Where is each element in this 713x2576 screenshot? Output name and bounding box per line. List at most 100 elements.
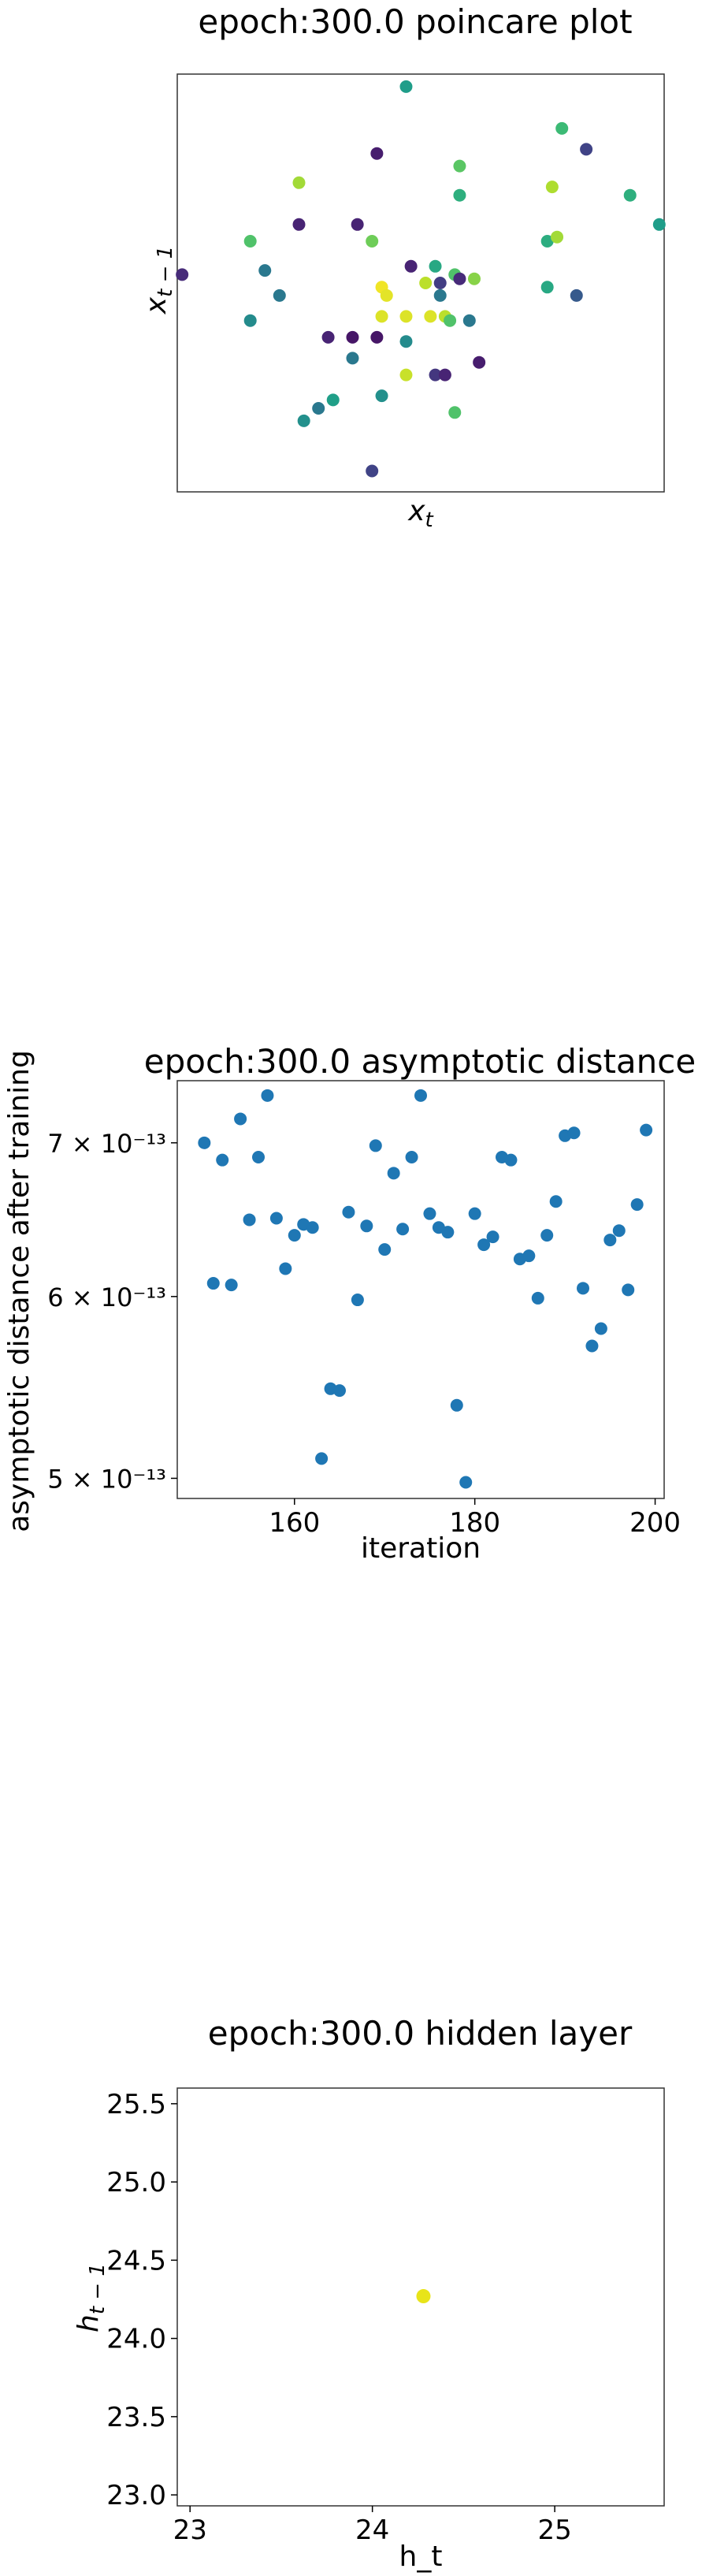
poincare-point [370, 330, 384, 344]
asymptotic-point [603, 1234, 617, 1247]
poincare-point [399, 368, 413, 382]
poincare-point [540, 235, 554, 248]
asymptotic-point [206, 1277, 220, 1290]
asymptotic-point [504, 1153, 518, 1167]
hidden-ytick-label: 25.0 [106, 2167, 166, 2198]
asymptotic-point [577, 1282, 589, 1295]
asymptotic-ylabel: asymptotic distance after training [3, 1050, 35, 1532]
asymptotic-point [585, 1339, 599, 1353]
poincare-ylabel: xt − 1 [140, 246, 177, 315]
asymptotic-plot-area [176, 1080, 665, 1499]
poincare-point [652, 218, 666, 231]
poincare-point [540, 281, 554, 294]
poincare-chart: epoch:300.0 poincare plot xt xt − 1 [140, 2, 666, 532]
hidden-ytick-label: 24.5 [106, 2245, 166, 2276]
poincare-point [312, 402, 325, 415]
asymptotic-xtick-label: 200 [629, 1507, 681, 1539]
poincare-point [399, 310, 413, 323]
hidden-layer-chart: epoch:300.0 hidden layer 23 24 2523.023.52… [72, 2014, 665, 2573]
hidden-ylabel-main: h [72, 2314, 105, 2332]
asymptotic-chart: epoch:300.0 asymptotic distance 160 180 20… [3, 1042, 696, 1565]
poincare-point [453, 188, 466, 202]
asymptotic-point [369, 1139, 382, 1152]
poincare-xlabel-sub: t [425, 508, 434, 532]
poincare-point [448, 406, 462, 419]
poincare-point [424, 310, 437, 323]
poincare-point [551, 230, 564, 244]
poincare-point [429, 259, 442, 273]
poincare-point [273, 288, 286, 302]
hidden-xtick-label: 24 [355, 2515, 389, 2546]
asymptotic-point [522, 1249, 536, 1263]
poincare-plot-area [176, 73, 665, 493]
poincare-point [580, 143, 593, 156]
asymptotic-point [269, 1212, 283, 1225]
poincare-point [370, 147, 384, 160]
asymptotic-point [243, 1213, 256, 1227]
hidden-ylabel-sub: t − 1 [86, 2263, 110, 2314]
hidden-xtick-label: 25 [537, 2515, 571, 2546]
asymptotic-point [468, 1207, 481, 1220]
asymptotic-point [387, 1167, 400, 1180]
poincare-point [326, 393, 340, 407]
asymptotic-point [360, 1219, 373, 1233]
poincare-point [292, 218, 306, 231]
hidden-xtick-label: 23 [173, 2515, 207, 2546]
poincare-point [545, 181, 559, 194]
asymptotic-point [622, 1283, 635, 1297]
hidden-ytick-label: 23.5 [106, 2402, 166, 2433]
poincare-point [473, 356, 486, 369]
asymptotic-ticks: 160 180 200 5 × 10⁻¹³ 6 × 10⁻¹³ 7 × 10⁻¹³ [47, 1129, 681, 1539]
poincare-point [297, 414, 310, 427]
asymptotic-point [486, 1230, 499, 1244]
asymptotic-point [225, 1279, 238, 1292]
asymptotic-point [450, 1398, 463, 1412]
poincare-point [243, 314, 257, 327]
poincare-point [375, 389, 388, 403]
poincare-point [292, 176, 306, 189]
asymptotic-point [594, 1322, 607, 1335]
poincare-point [176, 268, 189, 281]
asymptotic-point [216, 1153, 229, 1167]
poincare-point [399, 335, 413, 348]
asymptotic-point [234, 1112, 247, 1126]
poincare-point [433, 288, 447, 302]
poincare-point [366, 464, 379, 478]
asymptotic-point [567, 1126, 581, 1140]
asymptotic-point [351, 1294, 364, 1307]
asymptotic-point [279, 1262, 292, 1275]
poincare-point [346, 352, 359, 365]
asymptotic-points [198, 1089, 653, 1489]
asymptotic-point [315, 1452, 329, 1465]
asymptotic-point [531, 1291, 544, 1305]
hidden-points [416, 2289, 431, 2304]
poincare-title: epoch:300.0 poincare plot [198, 2, 632, 41]
asymptotic-ytick-label: 5 × 10⁻¹³ [47, 1464, 166, 1494]
asymptotic-ytick-label: 7 × 10⁻¹³ [47, 1129, 166, 1159]
asymptotic-point [477, 1238, 491, 1252]
asymptotic-point [423, 1207, 436, 1220]
poincare-point [258, 264, 272, 277]
poincare-point [462, 314, 476, 327]
poincare-point [243, 235, 257, 248]
poincare-point [404, 259, 418, 273]
poincare-point [555, 121, 569, 135]
poincare-point [321, 330, 335, 344]
asymptotic-point [549, 1195, 563, 1208]
poincare-xlabel-main: x [407, 495, 425, 527]
poincare-point [467, 272, 481, 285]
poincare-point [453, 272, 466, 285]
poincare-point [438, 368, 451, 382]
hidden-ytick-label: 25.5 [106, 2089, 166, 2120]
poincare-xlabel: xt [407, 495, 433, 532]
poincare-point [429, 368, 442, 382]
asymptotic-xlabel: iteration [361, 1532, 481, 1565]
asymptotic-xtick-label: 160 [269, 1507, 320, 1539]
asymptotic-point [378, 1243, 392, 1256]
asymptotic-point [306, 1221, 319, 1234]
asymptotic-point [414, 1089, 427, 1102]
poincare-point [444, 314, 457, 327]
poincare-point [380, 288, 393, 302]
asymptotic-point [261, 1089, 274, 1102]
